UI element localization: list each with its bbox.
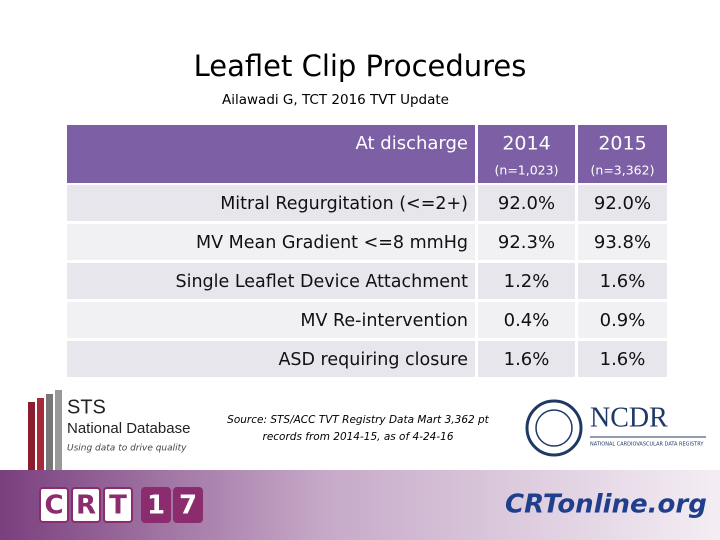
title: Leaflet Clip Procedures [194, 49, 527, 83]
crt-letter: R [76, 491, 96, 521]
crtonline-logo: CRTonline.org [505, 490, 707, 520]
row-label: MV Re-intervention [300, 311, 468, 331]
header-cell [578, 125, 667, 183]
crt-box [141, 487, 171, 523]
header-cell [67, 125, 475, 183]
ncdr-logo: NCDR NATIONAL CARDIOVASCULAR DATA REGIST… [525, 399, 706, 457]
table-cell [578, 302, 667, 338]
row-value: 0.9% [600, 310, 646, 331]
crt-letter: C [44, 491, 63, 521]
sts-tagline: Using data to drive quality [67, 444, 187, 454]
header-label: At discharge [356, 133, 469, 154]
row-value: 92.0% [498, 193, 555, 214]
table-cell [478, 302, 575, 338]
header-n: (n=3,362) [591, 163, 655, 178]
header-n: (n=1,023) [495, 163, 559, 178]
sts-logo: STS National Database Using data to driv… [28, 390, 190, 480]
table-cell [67, 302, 475, 338]
row-value: 1.6% [504, 349, 550, 370]
sts-text: STS [67, 396, 106, 418]
table-cell [578, 341, 667, 377]
table-cell [67, 185, 475, 221]
header-year: 2014 [502, 133, 550, 155]
subtitle: Ailawadi G, TCT 2016 TVT Update [222, 92, 449, 108]
row-value: 0.4% [504, 310, 550, 331]
crt-letter: 7 [179, 491, 197, 521]
source: Source: STS/ACC TVT Registry Data Mart 3… [227, 414, 490, 426]
crt-box [39, 487, 69, 523]
row-value: 93.8% [594, 232, 651, 253]
table-cell [67, 341, 475, 377]
row-value: 92.0% [594, 193, 651, 214]
table-cell [478, 263, 575, 299]
table: At discharge 2014 (n=1,023) 2015 (n=3,362) Mi… [67, 125, 667, 377]
table-cell [578, 224, 667, 260]
row-label: MV Mean Gradient <=8 mmHg [196, 233, 468, 253]
table-cell [478, 185, 575, 221]
table-cell [478, 224, 575, 260]
row-value: 1.2% [504, 271, 550, 292]
crt-letter: T [109, 491, 127, 521]
row-value: 92.3% [498, 232, 555, 253]
table-cell [478, 341, 575, 377]
table-cell [67, 224, 475, 260]
table-cell [67, 263, 475, 299]
crt-box [103, 487, 133, 523]
crt-box [71, 487, 101, 523]
row-label: ASD requiring closure [278, 350, 468, 370]
row-label: Mitral Regurgitation (<=2+) [220, 194, 468, 214]
crt-box [173, 487, 203, 523]
source: records from 2014-15, as of 4-24-16 [263, 431, 454, 443]
header-cell [478, 125, 575, 183]
crt-letter: 1 [147, 491, 165, 521]
row-value: 1.6% [600, 349, 646, 370]
header-year: 2015 [598, 133, 646, 155]
row-label: Single Leaflet Device Attachment [175, 272, 468, 292]
ncdr-text: NCDR [590, 402, 668, 433]
table-cell [578, 185, 667, 221]
ncdr-tagline: NATIONAL CARDIOVASCULAR DATA REGISTRY [590, 442, 704, 448]
table-cell [578, 263, 667, 299]
row-value: 1.6% [600, 271, 646, 292]
sts-text: National Database [67, 420, 190, 437]
